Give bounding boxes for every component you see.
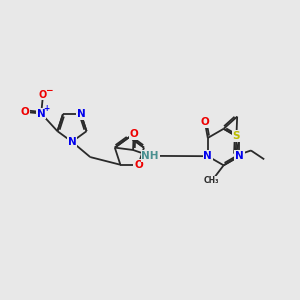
Text: CH₃: CH₃ (203, 176, 219, 185)
Text: O: O (134, 160, 143, 170)
Text: S: S (233, 131, 240, 141)
Text: NH: NH (141, 151, 159, 161)
Text: O: O (200, 117, 209, 127)
Text: O: O (129, 129, 138, 139)
Text: −: − (45, 86, 53, 95)
Text: N: N (68, 137, 76, 147)
Text: N: N (235, 151, 244, 161)
Text: O: O (21, 107, 30, 117)
Text: N: N (76, 109, 85, 119)
Text: +: + (44, 104, 50, 113)
Text: N: N (37, 109, 46, 118)
Text: O: O (39, 90, 47, 100)
Text: N: N (203, 151, 212, 161)
